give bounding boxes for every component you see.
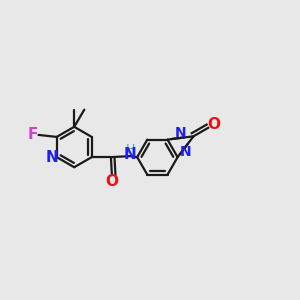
Text: N: N <box>46 150 58 165</box>
Text: F: F <box>28 128 38 142</box>
Text: O: O <box>208 117 220 132</box>
Text: H: H <box>125 143 135 156</box>
Text: O: O <box>105 174 119 189</box>
Text: N: N <box>175 125 187 140</box>
Text: N: N <box>123 147 136 162</box>
Text: N: N <box>180 145 192 159</box>
